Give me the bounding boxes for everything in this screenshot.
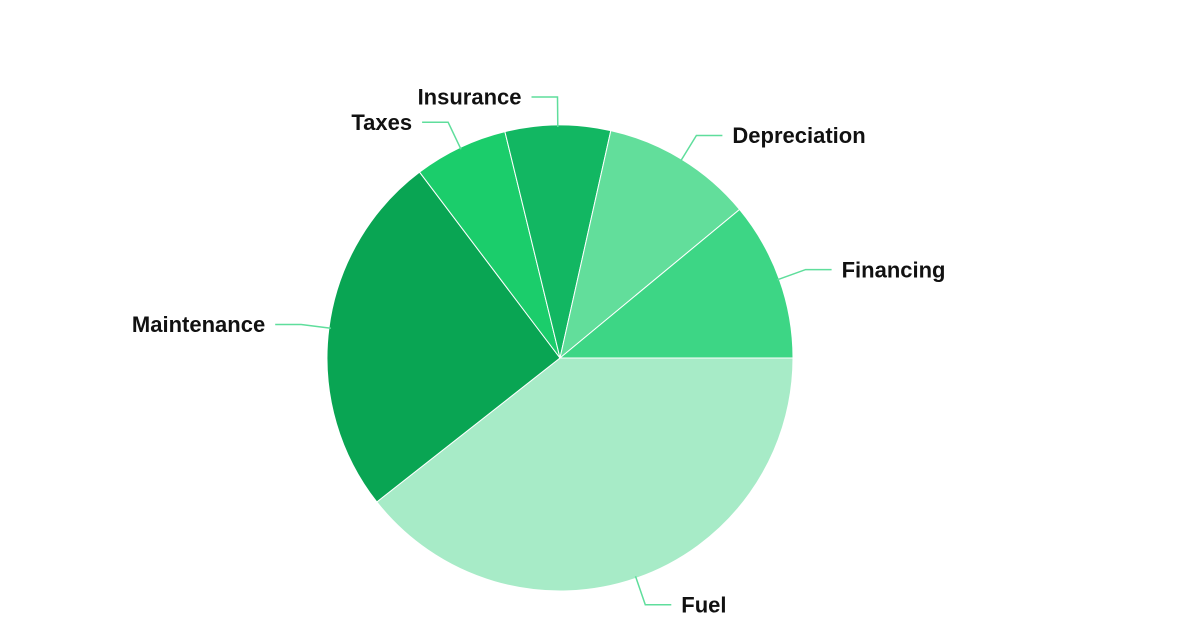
- leader-line-depreciation: [680, 134, 723, 162]
- slice-label-financing: Financing: [842, 257, 946, 282]
- slice-label-insurance: Insurance: [418, 85, 522, 110]
- leader-line-insurance: [531, 96, 559, 128]
- leader-line-taxes: [422, 121, 462, 150]
- leader-line-maintenance: [275, 323, 331, 330]
- leader-line-fuel: [634, 576, 672, 606]
- leader-line-financing: [777, 268, 832, 281]
- slices-layer: [326, 124, 794, 592]
- slice-label-taxes: Taxes: [351, 110, 412, 135]
- slice-label-maintenance: Maintenance: [132, 312, 265, 337]
- slice-label-depreciation: Depreciation: [732, 123, 865, 148]
- slice-label-fuel: Fuel: [681, 592, 726, 617]
- leader-lines-layer: [275, 96, 832, 606]
